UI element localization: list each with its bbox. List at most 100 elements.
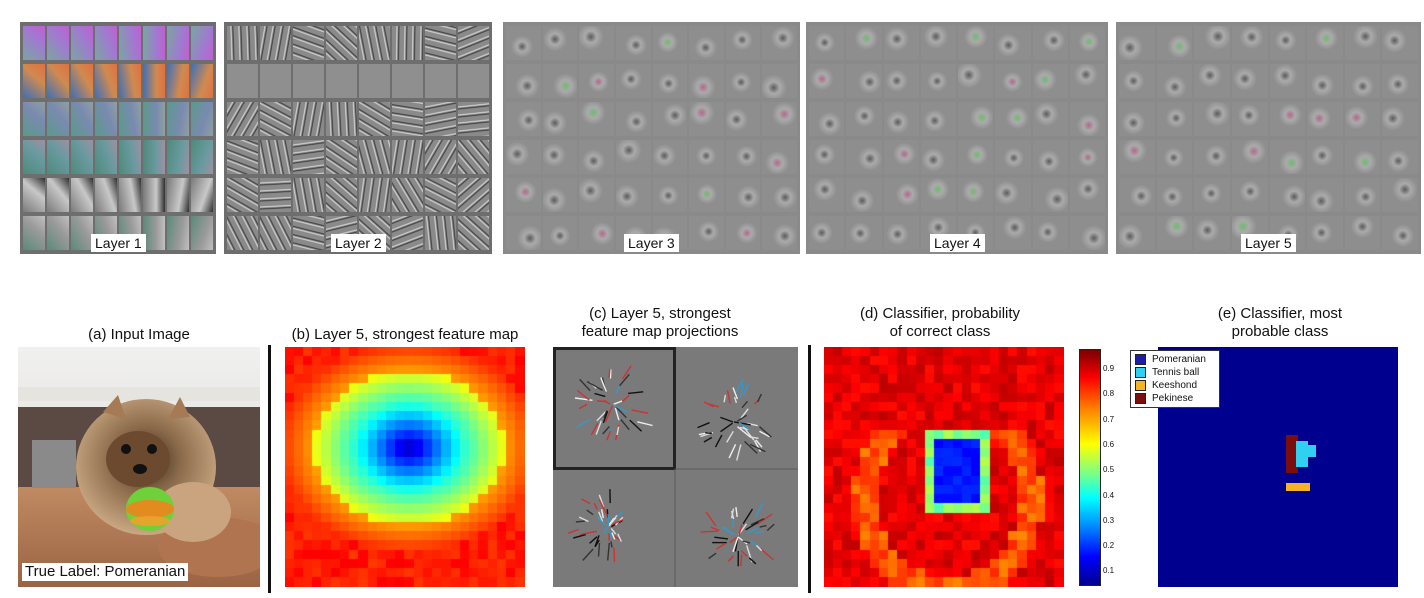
colorbar-tick-label: 0.4 bbox=[1103, 490, 1115, 500]
feature-patch bbox=[1032, 216, 1068, 250]
feature-patch bbox=[359, 64, 390, 98]
legend-entry: Pomeranian bbox=[1135, 353, 1215, 366]
legend-entry: Tennis ball bbox=[1135, 366, 1215, 379]
feature-patch bbox=[1269, 102, 1306, 136]
layer-panel-5: Layer 5 bbox=[1116, 22, 1421, 254]
projection-stroke bbox=[727, 555, 735, 562]
feature-patch bbox=[1194, 178, 1230, 212]
feature-patch bbox=[119, 102, 141, 136]
projection-stroke bbox=[578, 403, 588, 410]
feature-patch bbox=[1032, 102, 1068, 136]
projection-stroke bbox=[608, 514, 618, 527]
projection-stroke bbox=[567, 528, 579, 534]
projection-stroke bbox=[728, 444, 737, 459]
colorbar-tick-label: 0.5 bbox=[1103, 465, 1115, 475]
feature-patch bbox=[119, 26, 141, 60]
projection-stroke bbox=[742, 383, 750, 396]
feature-patch bbox=[1307, 102, 1343, 136]
feature-patch bbox=[326, 178, 357, 212]
projection-stroke bbox=[737, 536, 748, 545]
feature-patch bbox=[725, 178, 761, 212]
projection-stroke bbox=[616, 426, 620, 436]
feature-patch bbox=[260, 64, 291, 98]
colorbar-tick-label: 0.1 bbox=[1103, 566, 1115, 576]
legend-swatch bbox=[1135, 354, 1146, 365]
feature-patch bbox=[191, 178, 213, 212]
projection-stroke bbox=[575, 520, 585, 523]
projection-stroke bbox=[760, 548, 774, 561]
feature-patch bbox=[883, 102, 919, 136]
feature-patch bbox=[615, 140, 651, 174]
projection-stroke bbox=[602, 410, 609, 424]
projection-stroke bbox=[759, 524, 767, 528]
feature-patch bbox=[1119, 64, 1155, 98]
feature-patch bbox=[1307, 178, 1343, 212]
projection-stroke bbox=[607, 542, 610, 561]
feature-patch bbox=[1194, 102, 1230, 136]
feature-patch bbox=[392, 102, 423, 136]
feature-patch bbox=[1382, 140, 1418, 174]
feature-patch bbox=[1231, 102, 1268, 136]
projection-patches bbox=[553, 347, 798, 587]
feature-patch bbox=[1231, 26, 1268, 60]
legend-entry: Keeshond bbox=[1135, 379, 1215, 392]
feature-patch bbox=[143, 102, 165, 136]
feature-patch bbox=[1069, 216, 1105, 250]
feature-patch bbox=[47, 178, 69, 212]
feature-patch bbox=[1119, 178, 1155, 212]
projection-stroke bbox=[603, 527, 608, 534]
feature-patch bbox=[95, 178, 117, 212]
feature-patch bbox=[1344, 216, 1381, 250]
layer-label: Layer 5 bbox=[1241, 234, 1296, 252]
legend-swatch bbox=[1135, 367, 1146, 378]
feature-patch bbox=[1344, 64, 1381, 98]
layer-label: Layer 3 bbox=[624, 234, 679, 252]
projection-stroke bbox=[703, 401, 715, 408]
projection-stroke bbox=[720, 416, 734, 423]
projection-stroke bbox=[596, 411, 607, 422]
feature-patch bbox=[1344, 178, 1381, 212]
caption-projections: (c) Layer 5, strongest feature map proje… bbox=[581, 305, 739, 340]
feature-patch bbox=[995, 26, 1031, 60]
projection-stroke bbox=[738, 524, 743, 537]
feature-patch bbox=[392, 178, 423, 212]
feature-patch bbox=[1156, 140, 1193, 174]
projection-stroke bbox=[580, 498, 591, 505]
feature-patch bbox=[615, 178, 651, 212]
projection-stroke bbox=[756, 393, 763, 403]
projection-stroke bbox=[710, 526, 720, 532]
feature-patch bbox=[958, 64, 994, 98]
projection-stroke bbox=[611, 532, 616, 540]
feature-patch bbox=[506, 102, 541, 136]
feature-patch bbox=[119, 140, 141, 174]
feature-patch bbox=[23, 64, 45, 98]
projection-stroke bbox=[574, 397, 593, 401]
feature-patch bbox=[883, 26, 919, 60]
feature-patch bbox=[1032, 64, 1068, 98]
projection-stroke bbox=[726, 430, 734, 443]
projection-stroke bbox=[714, 536, 729, 540]
feature-patch bbox=[260, 102, 291, 136]
feature-patch bbox=[506, 26, 541, 60]
projection-stroke bbox=[740, 408, 749, 419]
feature-patch bbox=[1269, 64, 1306, 98]
feature-patch bbox=[293, 216, 324, 250]
feature-patch bbox=[326, 64, 357, 98]
feature-patch bbox=[809, 140, 845, 174]
feature-patch bbox=[689, 140, 724, 174]
input-image-panel: True Label: Pomeranian bbox=[18, 347, 260, 587]
feature-patch bbox=[1269, 216, 1306, 250]
projection-stroke bbox=[598, 494, 605, 508]
projection-stroke bbox=[705, 511, 717, 527]
layer-label: Layer 2 bbox=[331, 234, 386, 252]
feature-patch bbox=[392, 26, 423, 60]
feature-patch bbox=[95, 64, 117, 98]
projection-stroke bbox=[590, 422, 599, 436]
feature-patch bbox=[883, 140, 919, 174]
feature-patch bbox=[143, 26, 165, 60]
feature-patch bbox=[23, 26, 45, 60]
feature-patch bbox=[425, 102, 456, 136]
class-legend: Pomeranian Tennis ball Keeshond Pekinese bbox=[1130, 350, 1220, 408]
feature-patch bbox=[725, 216, 761, 250]
projection-stroke bbox=[742, 508, 754, 525]
